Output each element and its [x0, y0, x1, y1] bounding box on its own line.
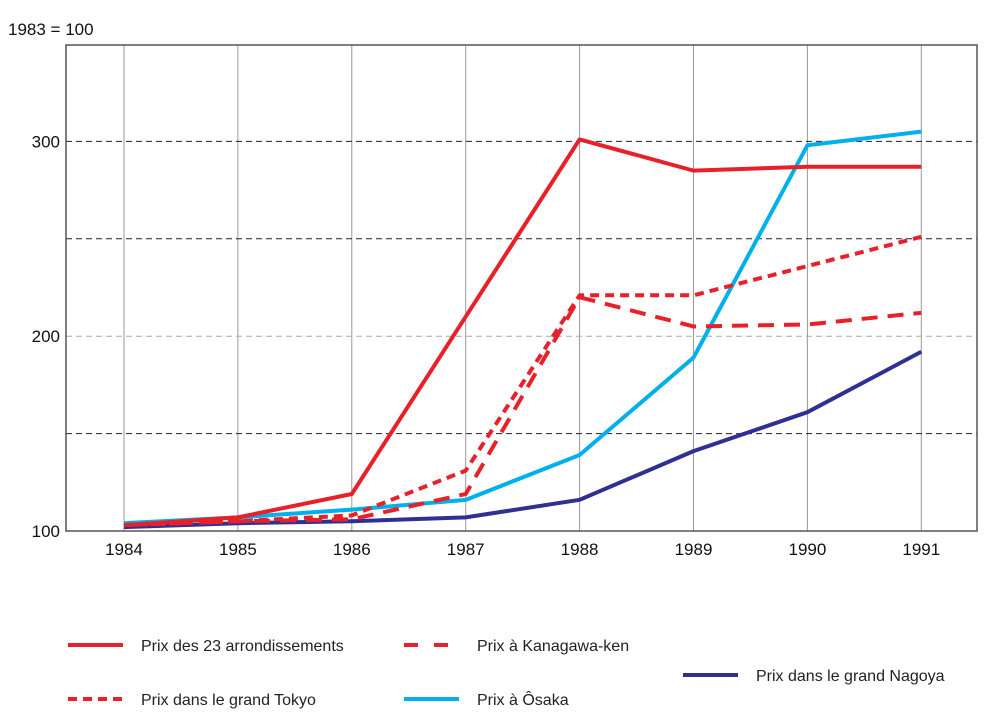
legend-label: Prix des 23 arrondissements	[141, 638, 344, 655]
series-line-4	[123, 350, 923, 530]
legend-label: Prix à Kanagawa-ken	[477, 638, 629, 655]
y-axis-label: 1983 = 100	[8, 20, 94, 39]
x-tick-label: 1985	[219, 540, 257, 559]
series-line-3	[123, 129, 922, 526]
x-tick-label: 1991	[902, 540, 940, 559]
plot-frame	[65, 44, 978, 532]
legend-label: Prix à Ôsaka	[477, 690, 569, 709]
series-line-0	[123, 137, 922, 528]
x-tick-label: 1988	[561, 540, 599, 559]
x-tick-label: 1989	[675, 540, 713, 559]
x-tick-label: 1987	[447, 540, 485, 559]
y-tick-label: 300	[32, 132, 60, 151]
series-line-2	[123, 234, 922, 528]
x-tick-label: 1984	[105, 540, 143, 559]
y-tick-label: 200	[32, 327, 60, 346]
series-line-1	[123, 295, 922, 528]
legend-label: Prix dans le grand Tokyo	[141, 692, 316, 709]
x-tick-label: 1990	[788, 540, 826, 559]
x-tick-label: 1986	[333, 540, 371, 559]
y-tick-label: 100	[32, 522, 60, 541]
legend-label: Prix dans le grand Nagoya	[756, 668, 945, 685]
